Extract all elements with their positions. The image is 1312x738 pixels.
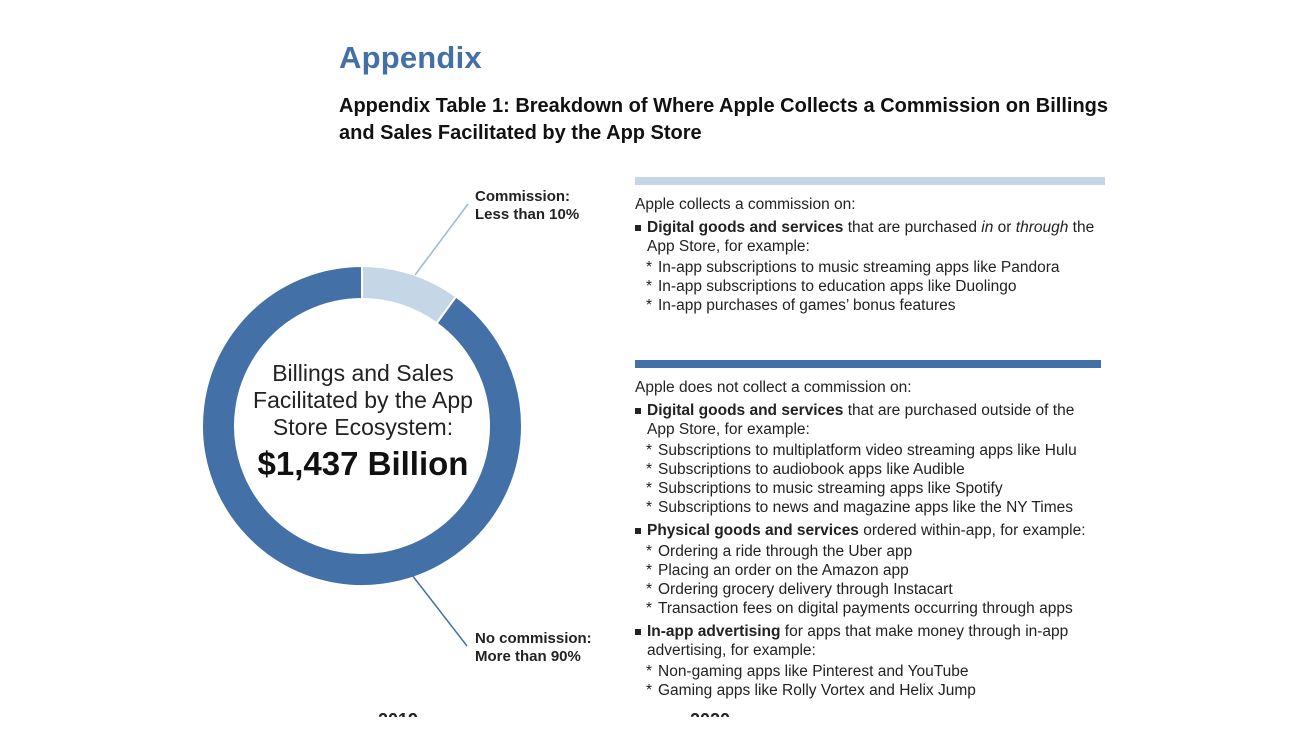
nocommission-callout-line2: More than 90%: [475, 648, 581, 665]
list-item: Transaction fees on digital payments occ…: [646, 599, 1095, 618]
square-bullet-icon: [635, 408, 641, 414]
list-item: Subscriptions to news and magazine apps …: [646, 498, 1095, 517]
bullet-bold: In-app advertising: [647, 623, 781, 640]
bullet-bold: Physical goods and services: [647, 522, 859, 539]
list-item: Subscriptions to music streaming apps li…: [646, 479, 1095, 498]
physical-goods-bullet: Physical goods and services ordered with…: [635, 521, 1095, 540]
list-item: In-app subscriptions to music streaming …: [646, 258, 1095, 277]
physical-goods-examples: Ordering a ride through the Uber app Pla…: [646, 542, 1095, 618]
no-commission-slice: [201, 264, 523, 587]
collects-bullet-through: through: [1015, 219, 1069, 236]
nocommission-leader-line: [411, 574, 468, 647]
donut-chart: [201, 203, 523, 647]
collects-bullet-text: that are purchased: [843, 219, 982, 236]
square-bullet-icon: [635, 528, 641, 534]
list-item: Ordering a ride through the Uber app: [646, 542, 1095, 561]
nocommission-callout: No commission: More than 90%: [475, 630, 592, 666]
digital-goods-examples: Subscriptions to multiplatform video str…: [646, 441, 1095, 517]
square-bullet-icon: [635, 225, 641, 231]
list-item: Gaming apps like Rolly Vortex and Helix …: [646, 681, 1095, 700]
in-app-advertising-examples: Non-gaming apps like Pinterest and YouTu…: [646, 662, 1095, 700]
list-item: Ordering grocery delivery through Instac…: [646, 580, 1095, 599]
appendix-heading: Appendix: [339, 40, 482, 75]
commission-callout: Commission: Less than 10%: [475, 188, 579, 224]
collects-bullet-or: or: [993, 219, 1016, 236]
in-app-advertising-bullet: In-app advertising for apps that make mo…: [635, 622, 1095, 660]
collects-divider-bar: [635, 177, 1105, 185]
collects-examples: In-app subscriptions to music streaming …: [646, 258, 1095, 315]
collects-intro: Apple collects a commission on:: [635, 196, 856, 213]
commission-callout-line2: Less than 10%: [475, 206, 580, 223]
list-item: In-app subscriptions to education apps l…: [646, 277, 1095, 296]
donut-center-value: $1,437 Billion: [257, 445, 469, 482]
collects-bullet-in: in: [981, 219, 994, 236]
list-item: Subscriptions to multiplatform video str…: [646, 441, 1095, 460]
donut-center-label: Billings and Sales Facilitated by the Ap…: [253, 360, 473, 440]
commission-leader-line: [414, 203, 469, 276]
nocommission-callout-line1: No commission:: [475, 630, 592, 647]
list-item: Subscriptions to audiobook apps like Aud…: [646, 460, 1095, 479]
bullet-text: for apps that make money through in-app …: [647, 623, 1069, 659]
digital-goods-bullet: Digital goods and services that are purc…: [635, 401, 1095, 439]
bullet-text: ordered within-app, for example:: [858, 522, 1086, 539]
square-bullet-icon: [635, 629, 641, 635]
cut-off-text-left: 2019: [378, 707, 418, 717]
collects-bullet-bold: Digital goods and services: [647, 219, 844, 236]
collects-section: Apple collects a commission on: Digital …: [635, 195, 1095, 315]
list-item: In-app purchases of games’ bonus feature…: [646, 296, 1095, 315]
list-item: Placing an order on the Amazon app: [646, 561, 1095, 580]
bullet-text: that are purchased outside of the App St…: [647, 402, 1075, 438]
collects-bullet-post: the App Store, for example:: [647, 219, 1095, 255]
list-item: Non-gaming apps like Pinterest and YouTu…: [646, 662, 1095, 681]
not-collects-section: Apple does not collect a commission on: …: [635, 378, 1095, 700]
not-collects-divider-bar: [635, 360, 1101, 368]
bullet-bold: Digital goods and services: [647, 402, 844, 419]
not-collects-intro: Apple does not collect a commission on:: [635, 379, 912, 396]
commission-callout-line1: Commission:: [475, 188, 571, 205]
table-title: Appendix Table 1: Breakdown of Where App…: [339, 95, 1108, 144]
cut-off-text-right: 2020: [690, 707, 730, 717]
collects-bullet: Digital goods and services that are purc…: [635, 218, 1095, 256]
